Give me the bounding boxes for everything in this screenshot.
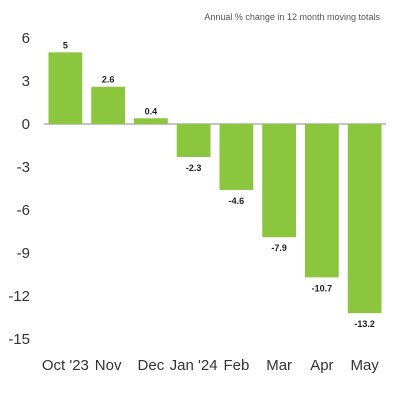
x-tick-label: Dec — [138, 357, 165, 374]
data-label: -7.9 — [271, 243, 287, 253]
bar — [48, 52, 83, 125]
y-tick-label: 3 — [22, 73, 30, 90]
data-label: 5 — [63, 40, 68, 50]
data-label: 2.6 — [102, 75, 115, 85]
chart-subtitle: Annual % change in 12 month moving total… — [204, 12, 380, 22]
x-tick-label: Feb — [223, 357, 249, 374]
y-tick-label: 0 — [22, 116, 30, 133]
bar — [304, 124, 339, 278]
x-tick-label: May — [350, 357, 379, 374]
x-tick-label: Jan '24 — [170, 357, 218, 374]
x-tick-label: Nov — [95, 357, 122, 374]
y-tick-label: -3 — [17, 159, 30, 176]
bar — [347, 124, 382, 314]
data-label: -13.2 — [354, 319, 375, 329]
y-axis: 6 3 0 -3 -6 -9 -12 -15 — [8, 30, 30, 348]
bars — [48, 52, 382, 314]
bar — [133, 118, 168, 124]
x-tick-label: Mar — [266, 357, 292, 374]
data-label: -2.3 — [186, 163, 202, 173]
y-tick-label: -12 — [8, 288, 30, 305]
y-tick-label: -15 — [8, 331, 30, 348]
data-label: 0.4 — [145, 106, 158, 116]
bar — [262, 124, 297, 238]
bar — [91, 86, 126, 124]
data-labels: 5 2.6 0.4 -2.3 -4.6 -7.9 -10.7 -13.2 — [63, 40, 375, 329]
data-label: -10.7 — [312, 283, 333, 293]
y-tick-label: -6 — [17, 202, 30, 219]
x-axis: Oct '23 Nov Dec Jan '24 Feb Mar Apr May — [42, 357, 379, 374]
x-tick-label: Apr — [310, 357, 333, 374]
data-label: -4.6 — [229, 196, 245, 206]
y-tick-label: 6 — [22, 30, 30, 47]
bar — [176, 124, 211, 157]
y-tick-label: -9 — [17, 245, 30, 262]
x-tick-label: Oct '23 — [42, 357, 89, 374]
bar — [219, 124, 254, 190]
